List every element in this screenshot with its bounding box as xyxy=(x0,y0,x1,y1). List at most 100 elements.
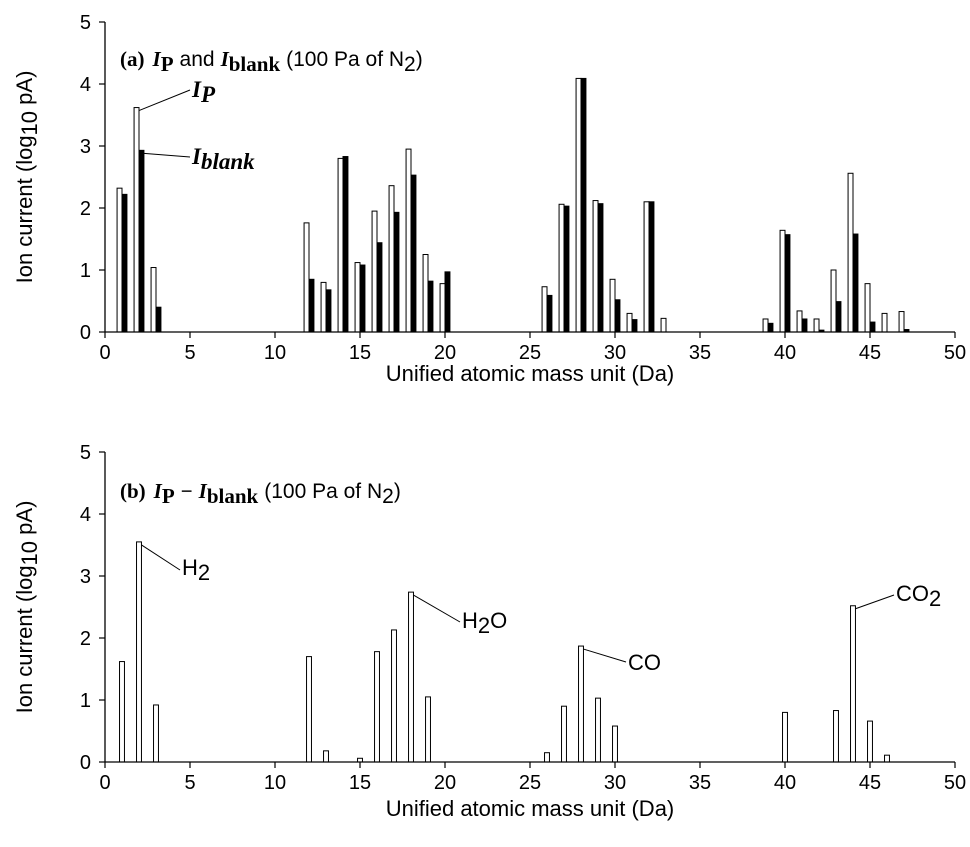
x-tick-label: 20 xyxy=(434,772,456,794)
bar xyxy=(393,211,400,333)
bar xyxy=(767,322,774,333)
bar xyxy=(121,193,128,333)
leader-line xyxy=(143,152,191,158)
bar xyxy=(546,294,553,333)
bar xyxy=(626,312,633,333)
bar xyxy=(847,172,854,333)
bar xyxy=(580,77,587,333)
panel-a-annotation-ip: IP xyxy=(191,77,216,107)
x-tick-label: 15 xyxy=(349,342,371,364)
y-tick-label: 1 xyxy=(80,260,91,282)
bar xyxy=(354,262,361,333)
bar xyxy=(303,222,310,333)
y-tick-label: 0 xyxy=(80,322,91,344)
y-tick-label: 2 xyxy=(80,628,91,650)
bar xyxy=(405,148,412,333)
bar xyxy=(784,234,791,333)
leader-line xyxy=(138,89,191,112)
panel-b-y-axis-title: Ion current (log10 pA) xyxy=(12,501,42,714)
x-tick-label: 15 xyxy=(349,772,371,794)
bar xyxy=(563,205,570,333)
x-tick-label: 50 xyxy=(944,342,966,364)
bar xyxy=(833,710,839,763)
panel-b-annotation-h2: H2 xyxy=(182,555,210,585)
bar xyxy=(597,203,604,333)
x-tick-label: 25 xyxy=(519,772,541,794)
bar xyxy=(762,318,769,333)
y-tick-label: 4 xyxy=(80,74,91,96)
bar xyxy=(898,311,905,333)
bar xyxy=(306,656,312,763)
bar xyxy=(850,605,856,763)
bar xyxy=(133,107,140,333)
bar xyxy=(544,752,550,763)
bar xyxy=(648,201,655,333)
panel-a-title: (a) IP and Iblank (100 Pa of N2) xyxy=(120,47,423,76)
bar xyxy=(660,317,667,333)
panel-b-x-ticks: 0 5 10 15 20 25 30 35 40 45 50 xyxy=(99,762,966,794)
bar xyxy=(609,278,616,333)
bar xyxy=(541,286,548,333)
x-tick-label: 5 xyxy=(184,342,195,364)
bar xyxy=(337,157,344,333)
x-tick-label: 45 xyxy=(859,342,881,364)
bar xyxy=(801,318,808,333)
x-tick-label: 20 xyxy=(434,342,456,364)
bar xyxy=(325,289,332,333)
panel-b-leader-lines xyxy=(141,544,895,663)
bar xyxy=(388,185,395,333)
bar xyxy=(408,591,414,763)
x-tick-label: 50 xyxy=(944,772,966,794)
bar xyxy=(852,233,859,333)
y-tick-label: 3 xyxy=(80,566,91,588)
bar xyxy=(869,321,876,333)
y-tick-label: 5 xyxy=(80,12,91,34)
panel-b-annotation-co: CO xyxy=(628,650,661,675)
bar xyxy=(561,705,567,763)
bar xyxy=(155,306,162,333)
panel-b-title: (b) IP − Iblank (100 Pa of N2) xyxy=(120,479,401,508)
x-tick-label: 10 xyxy=(264,772,286,794)
x-tick-label: 45 xyxy=(859,772,881,794)
bar xyxy=(813,318,820,333)
bar xyxy=(374,651,380,763)
x-tick-label: 40 xyxy=(774,342,796,364)
bar xyxy=(138,149,145,333)
bar xyxy=(342,156,349,333)
bar xyxy=(578,645,584,763)
bar xyxy=(881,312,888,333)
bar xyxy=(320,281,327,333)
panel-a-bars xyxy=(116,77,910,333)
x-tick-label: 35 xyxy=(689,772,711,794)
bar xyxy=(422,254,429,333)
bar xyxy=(391,629,397,763)
panel-a-leader-lines xyxy=(138,89,191,158)
panel-a-x-ticks: 0 5 10 15 20 25 30 35 40 45 50 xyxy=(99,332,966,364)
bar xyxy=(612,725,618,763)
bar xyxy=(150,267,157,333)
panel-b-annotation-h2o: H2O xyxy=(462,608,507,638)
panel-a-annotation-iblank: Iblank xyxy=(191,144,255,174)
leader-line xyxy=(141,544,181,571)
panel-b-x-axis-title: Unified atomic mass unit (Da) xyxy=(386,796,675,821)
panel-b-bars xyxy=(119,541,890,763)
bar xyxy=(643,201,650,333)
bar xyxy=(116,187,123,333)
x-tick-label: 30 xyxy=(604,772,626,794)
x-tick-label: 35 xyxy=(689,342,711,364)
bar xyxy=(864,283,871,333)
bar xyxy=(867,720,873,763)
panel-b-annotation-co2: CO2 xyxy=(896,581,941,611)
leader-line xyxy=(855,594,895,610)
panel-a-y-ticks: 0 1 2 3 4 5 xyxy=(80,12,105,344)
x-tick-label: 0 xyxy=(99,342,110,364)
y-tick-label: 3 xyxy=(80,136,91,158)
bar xyxy=(323,750,329,763)
x-tick-label: 10 xyxy=(264,342,286,364)
bar xyxy=(558,203,565,333)
bar xyxy=(119,661,125,763)
bar xyxy=(136,541,142,763)
